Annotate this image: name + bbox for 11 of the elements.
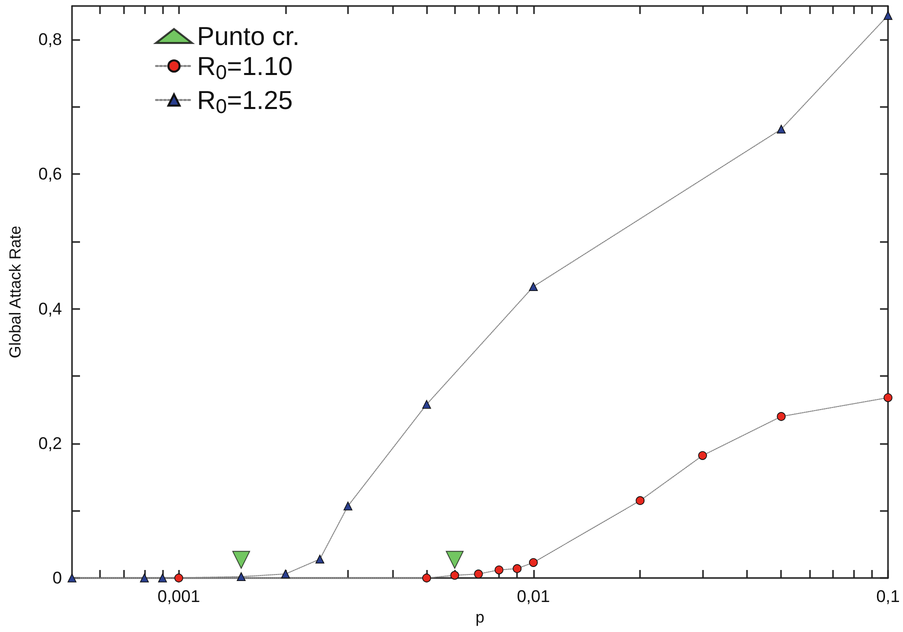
x-tick-label: 0,01 (516, 587, 550, 606)
y-tick-label: 0,8 (38, 30, 62, 50)
y-tick-label: 0,6 (38, 164, 62, 184)
y-tick-label: 0,2 (38, 434, 62, 453)
legend-label: Punto cr. (197, 21, 300, 51)
y-tick-label: 0,4 (38, 299, 62, 318)
x-tick-label: 0,001 (157, 587, 200, 606)
y-tick-label: 0 (52, 568, 62, 588)
x-tick-label: 0,1 (876, 587, 900, 606)
y-axis-title: Global Attack Rate (8, 226, 24, 358)
x-axis-title: p (476, 609, 485, 626)
